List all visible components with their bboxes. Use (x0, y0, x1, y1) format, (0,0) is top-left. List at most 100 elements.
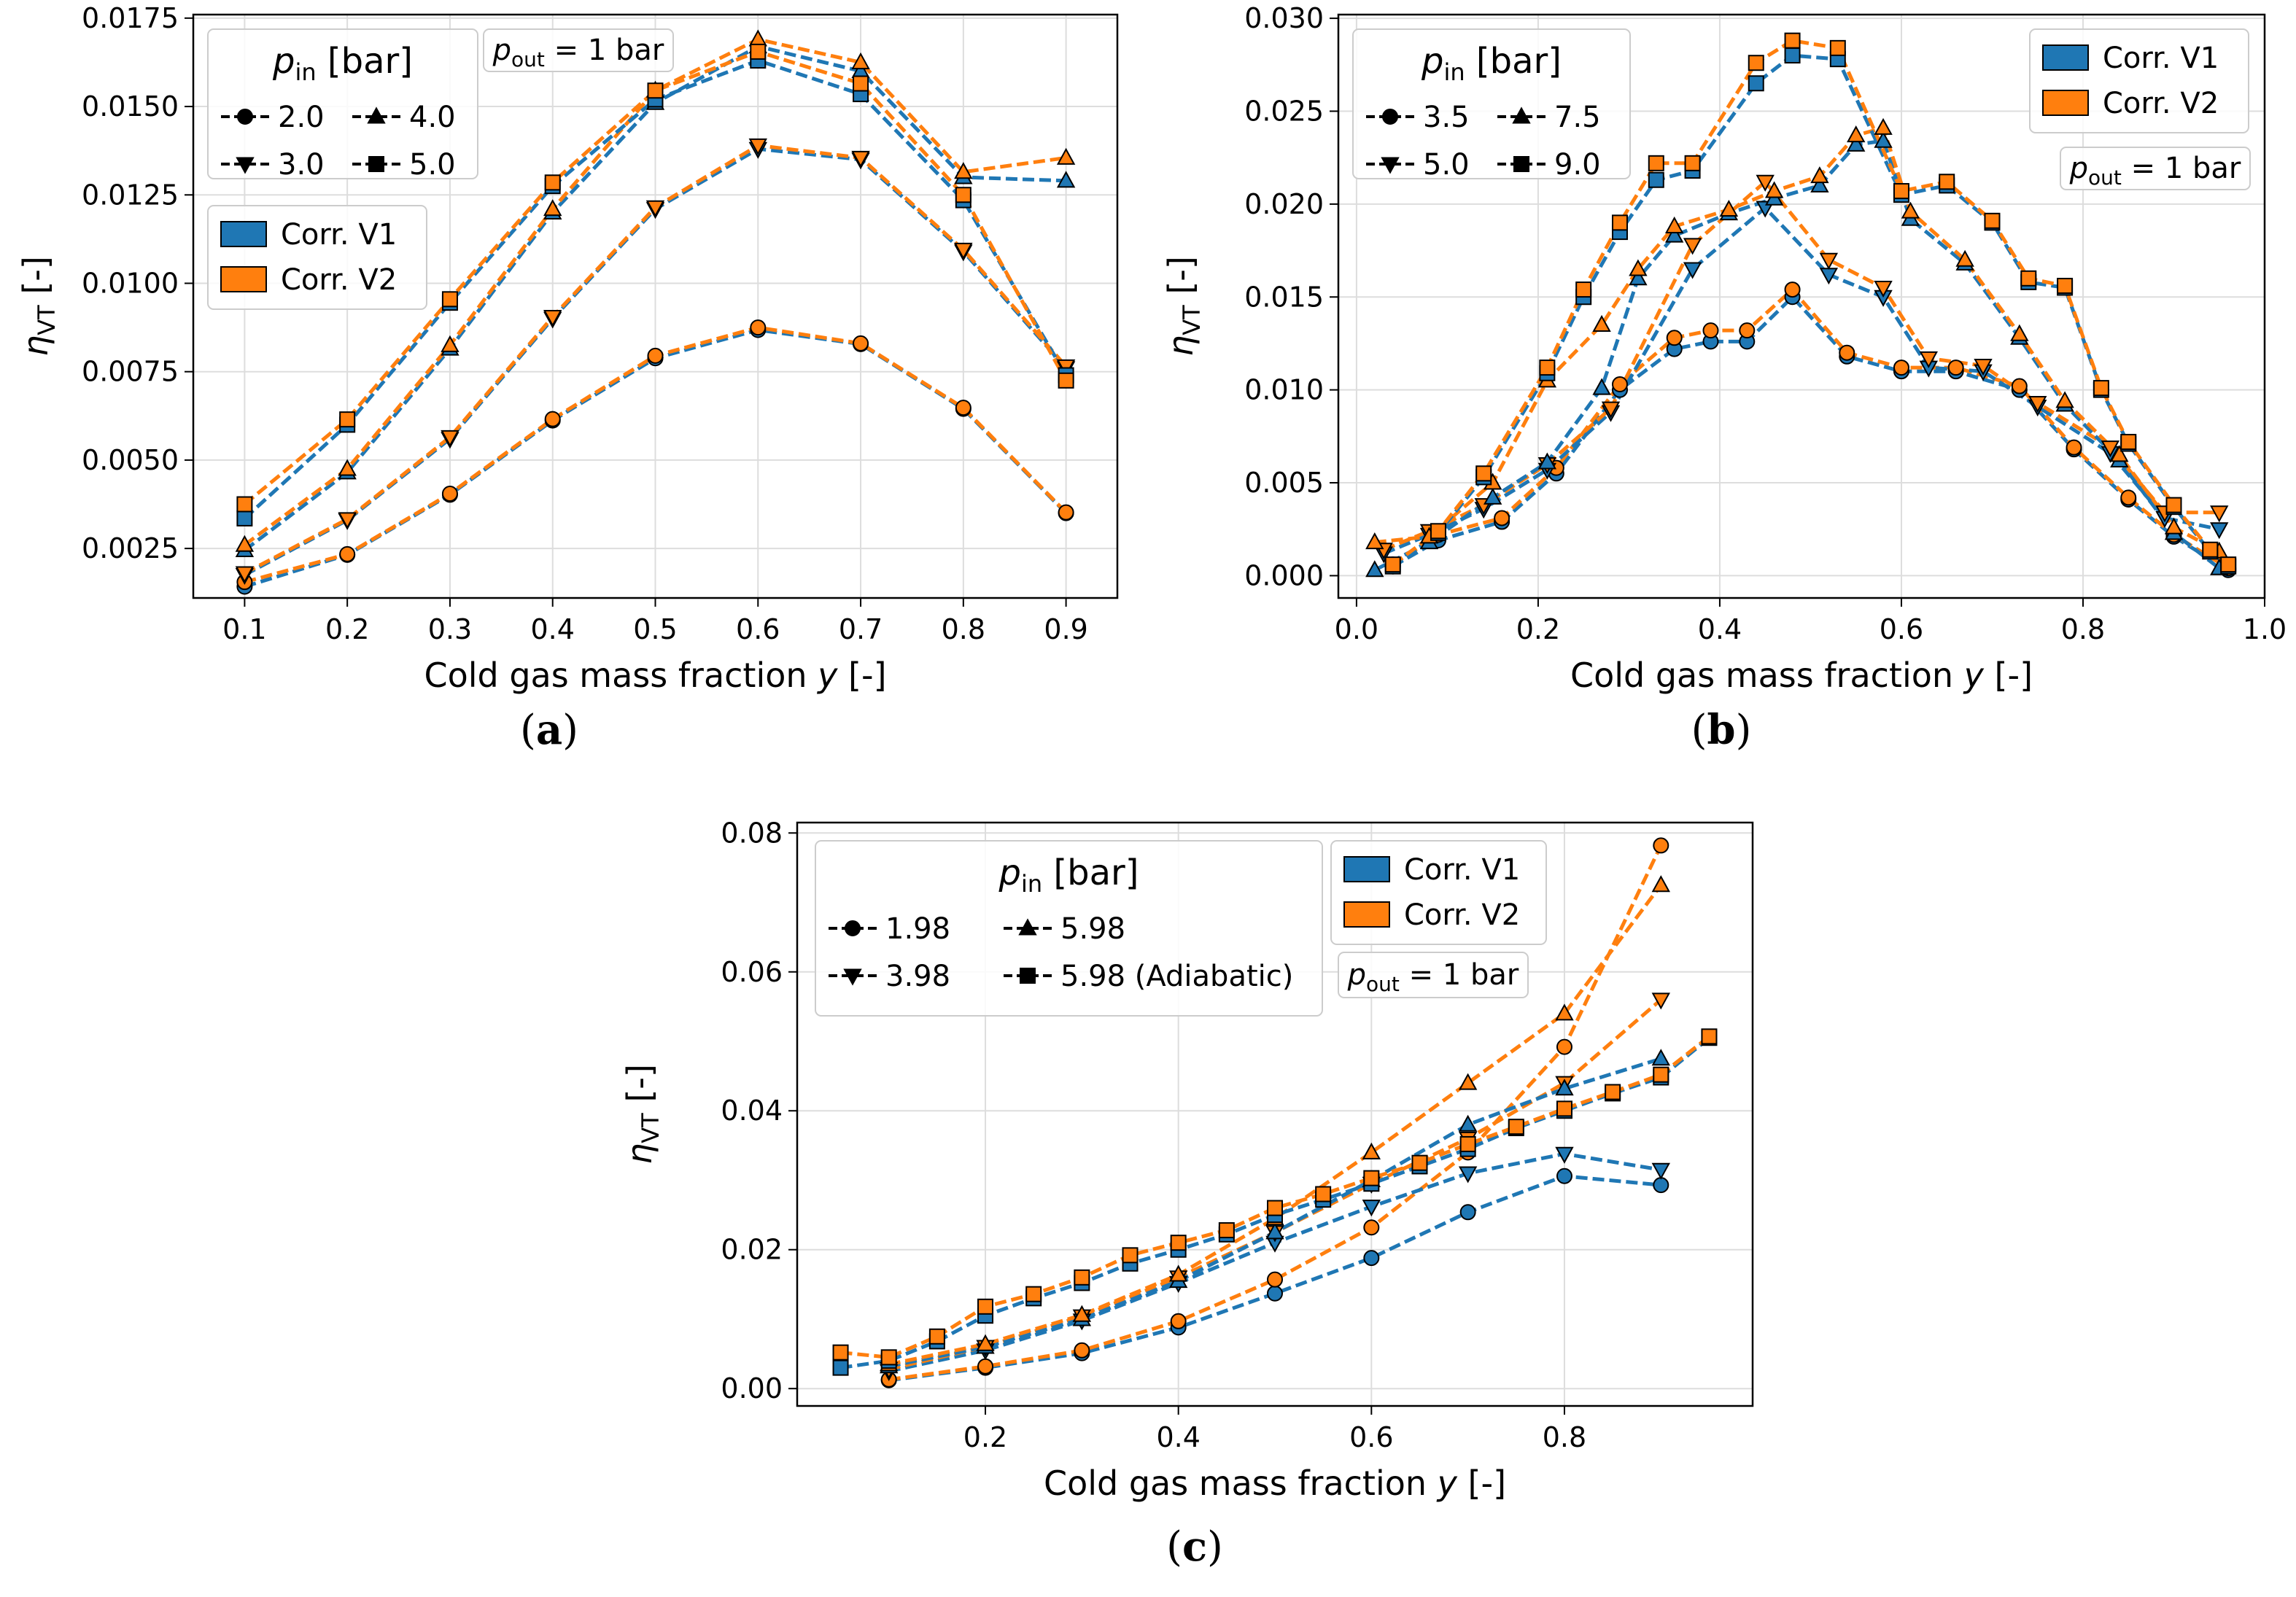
data-point-b-7-6 (1648, 155, 1664, 171)
y-tick-label: 0.0075 (82, 356, 179, 388)
model-label-v2: Corr. V2 (281, 263, 397, 297)
data-point-a-5-2 (441, 335, 459, 352)
legend-title-p: p (998, 852, 1021, 893)
model-label-v1: Corr. V1 (1404, 853, 1520, 887)
data-point-a-7-4 (647, 82, 664, 99)
data-point-c-2-7 (1555, 1146, 1574, 1164)
data-point-a-5-0 (235, 535, 255, 552)
caption-letter: a (536, 706, 562, 754)
data-point-b-5-12 (1901, 201, 1920, 219)
data-point-b-3-12 (2101, 440, 2120, 458)
x-axis-label-text: Cold gas mass fraction (424, 656, 818, 695)
annotation-sub: out (2088, 166, 2122, 190)
data-point-c-7-2 (928, 1328, 945, 1345)
data-point-a-3-1 (338, 512, 357, 529)
y-axis-subscript: VT (637, 1113, 664, 1143)
caption-close: ) (1736, 707, 1752, 754)
data-point-b-4-3 (1537, 452, 1557, 470)
x-tick-label: 0.8 (1543, 1421, 1586, 1453)
legend-marker-triangle-up (1512, 106, 1531, 124)
data-point-c-0-4 (1267, 1285, 1283, 1302)
x-axis-label-text: Cold gas mass fraction (1570, 656, 1964, 695)
y-axis-subscript: VT (33, 305, 61, 335)
annotation-p: p (492, 34, 511, 67)
data-point-a-7-0 (236, 496, 253, 513)
data-point-c-7-9 (1267, 1200, 1283, 1216)
panel-caption: (c) (1166, 1523, 1223, 1571)
data-point-a-7-5 (750, 43, 767, 60)
y-axis-label: ηVT [-] (16, 256, 61, 357)
pout-annotation: pout = 1 bar (483, 28, 674, 72)
data-point-a-5-8 (1056, 147, 1076, 165)
data-point-b-7-5 (1611, 214, 1628, 231)
data-point-a-5-6 (851, 52, 870, 69)
model-legend: Corr. V1 Corr. V2 (2029, 28, 2249, 133)
data-point-b-7-10 (1829, 39, 1846, 56)
data-point-c-0-6 (1459, 1204, 1476, 1221)
annotation-sub: out (1366, 972, 1400, 996)
series-group (1365, 32, 2237, 578)
legend-marker-square (1513, 156, 1529, 172)
model-label-v2: Corr. V2 (2103, 87, 2219, 120)
data-point-c-6-0 (832, 1359, 849, 1376)
y-axis-symbol: η (1161, 335, 1201, 357)
data-point-b-4-0 (1365, 560, 1384, 578)
data-point-c-2-6 (1458, 1166, 1478, 1184)
annotation-value: = 1 bar (2122, 152, 2241, 185)
legend-label: 1.98 (885, 912, 950, 946)
chart-panel-b: 0.0 0.2 0.4 0.6 0.8 1.0 0.000 0.005 0.010 0.015 0.… (1161, 2, 2287, 754)
series-line-c-5 (888, 884, 1663, 1367)
legend-title: pin [bar] (1421, 41, 1562, 86)
data-point-c-7-7 (1170, 1235, 1187, 1251)
annotation-p: p (1347, 958, 1366, 992)
annotation-value: = 1 bar (545, 34, 664, 67)
x-axis-label-unit: [-] (837, 656, 886, 695)
x-tick-label: 0.8 (942, 613, 985, 645)
x-tick-label: 0.5 (633, 613, 677, 645)
pout-annotation: pout = 1 bar (1338, 952, 1529, 998)
data-point-b-7-18 (2165, 497, 2182, 513)
data-point-c-7-3 (977, 1298, 994, 1315)
caption-letter: c (1182, 1523, 1207, 1571)
y-tick-label: 0.020 (1244, 188, 1324, 220)
data-point-c-1-7 (1556, 1038, 1572, 1055)
chart-panel-a: 0.1 0.2 0.3 0.4 0.5 0.6 0.7 0.8 0.9 0.0025 0.0050 0… (16, 2, 1119, 754)
data-point-b-4-11 (1874, 131, 1893, 148)
x-tick-label: 0.9 (1044, 613, 1087, 645)
data-point-b-5-5 (1629, 259, 1648, 276)
x-tick-label: 0.3 (428, 613, 472, 645)
x-axis-label: Cold gas mass fraction y [-] (1570, 656, 2033, 695)
annotation-text: pout = 1 bar (492, 34, 664, 71)
legend-label: 9.0 (1554, 148, 1601, 182)
data-point-b-3-10 (1974, 359, 1993, 376)
data-point-b-3-6 (1756, 174, 1775, 192)
data-point-b-7-8 (1748, 55, 1764, 71)
data-point-a-3-2 (441, 430, 459, 447)
y-axis-symbol: η (620, 1143, 659, 1165)
model-legend: Corr. V1 Corr. V2 (1330, 840, 1547, 945)
data-point-b-4-10 (1847, 134, 1866, 152)
data-point-a-3-6 (851, 150, 870, 168)
x-tick-label: 0.6 (1880, 613, 1923, 645)
legend-label: 2.0 (278, 101, 325, 134)
data-point-c-0-7 (1556, 1167, 1572, 1184)
data-point-c-7-15 (1556, 1100, 1572, 1117)
data-point-c-5-5 (1362, 1142, 1381, 1159)
legend-box (1352, 28, 1631, 179)
data-point-a-4-8 (1056, 171, 1076, 188)
data-point-a-1-7 (955, 400, 971, 416)
data-point-b-1-14 (2120, 489, 2137, 506)
y-tick-label: 0.08 (721, 817, 783, 849)
y-tick-label: 0.010 (1244, 374, 1324, 406)
legend-title-unit: [bar] (1465, 41, 1562, 82)
x-axis-label-var: y (1963, 656, 1985, 695)
x-axis-label: Cold gas mass fraction y [-] (424, 656, 886, 695)
caption-open: ( (520, 707, 536, 754)
data-point-b-7-0 (1384, 556, 1401, 573)
data-point-b-1-4 (1611, 376, 1628, 393)
legend-label: 5.98 (1060, 912, 1125, 946)
data-point-c-7-11 (1363, 1170, 1380, 1186)
y-tick-label: 0.0125 (82, 179, 179, 211)
data-point-b-3-11 (2028, 395, 2047, 413)
